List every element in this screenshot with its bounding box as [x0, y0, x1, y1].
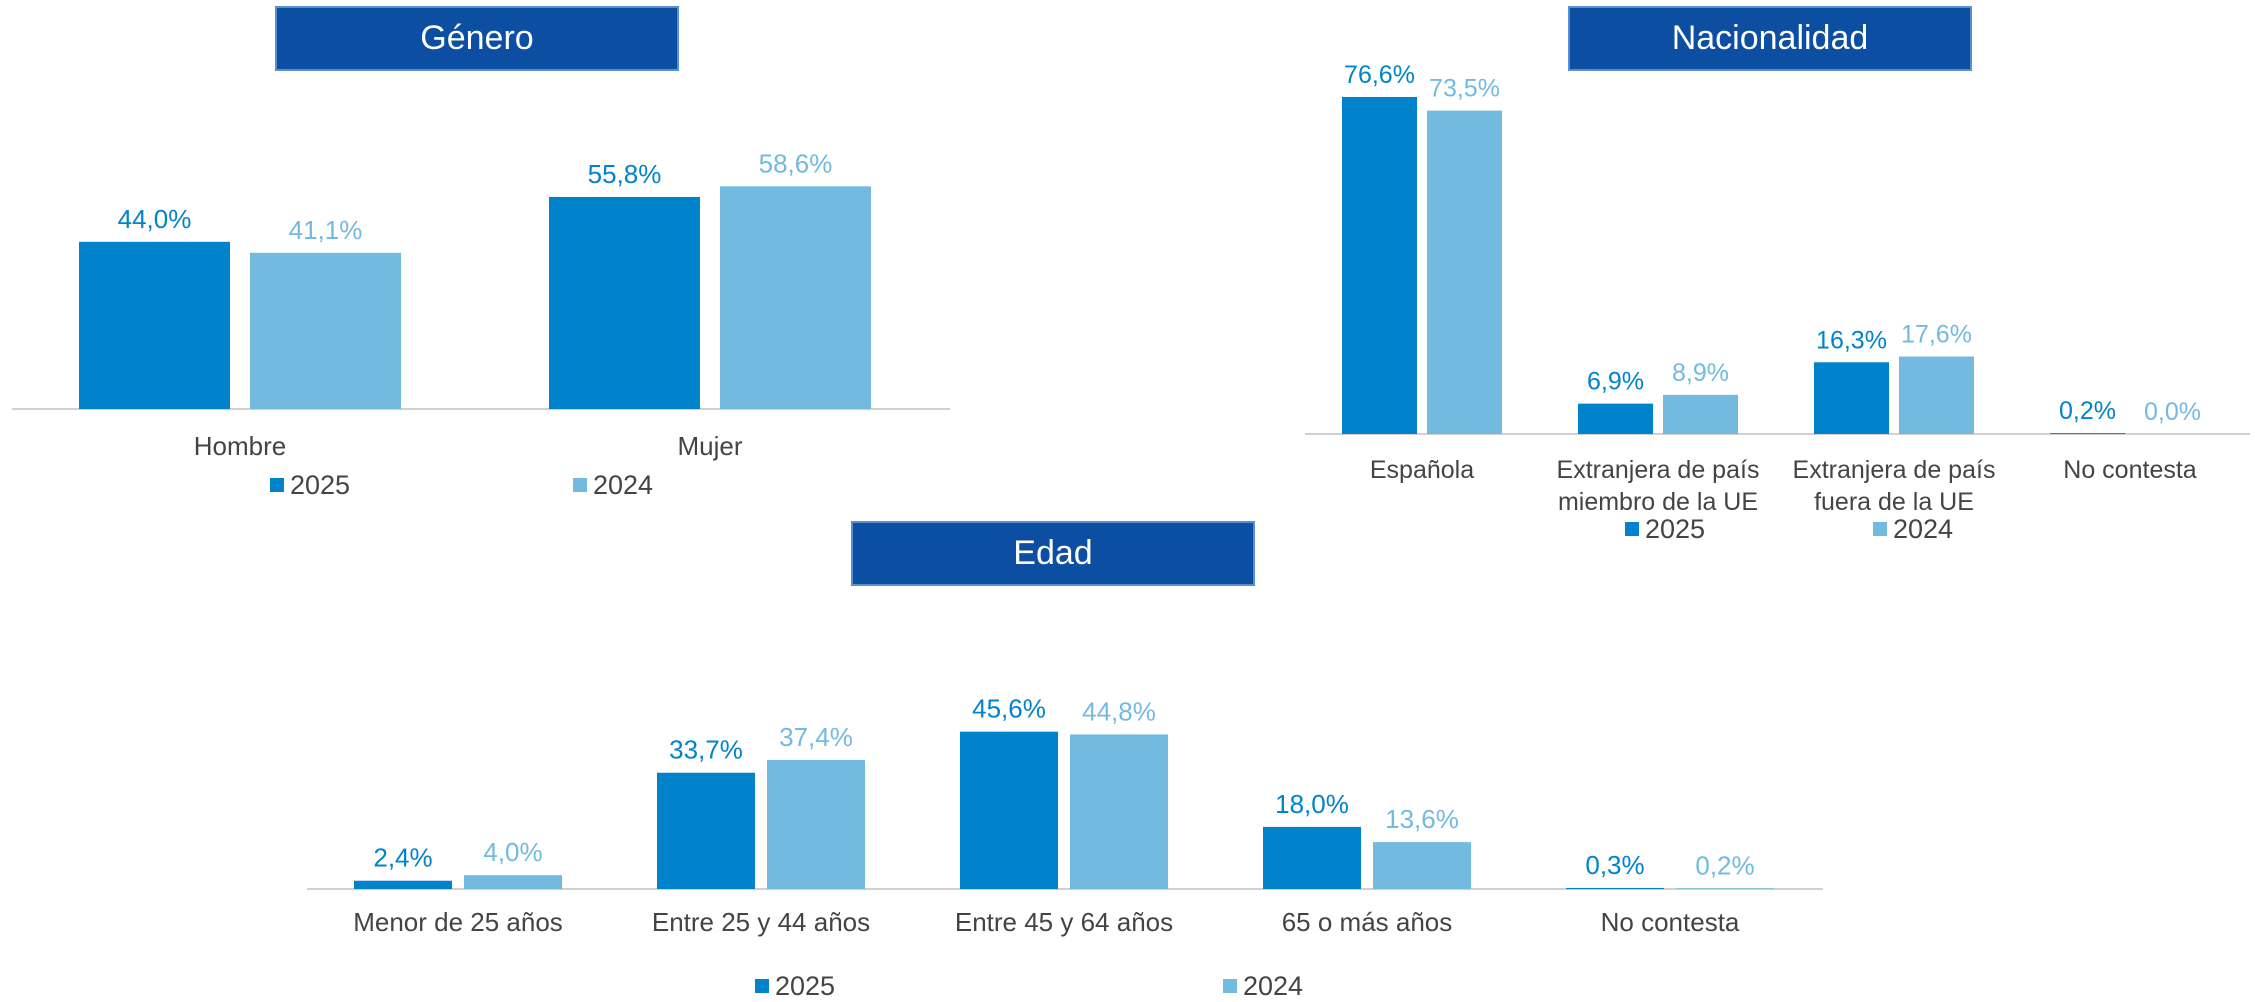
bar-2024 — [1070, 734, 1168, 889]
data-label-2025: 2,4% — [373, 843, 432, 873]
category-label: Extranjera de país — [1793, 456, 1996, 484]
data-label-2025: 45,6% — [972, 694, 1046, 724]
bar-2024 — [1373, 842, 1471, 889]
data-label-2024: 73,5% — [1429, 75, 1500, 103]
data-label-2025: 6,9% — [1587, 368, 1644, 396]
bar-2025 — [79, 241, 230, 409]
legend-label-2024: 2024 — [593, 469, 654, 500]
bar-2024 — [1676, 888, 1774, 889]
legend-item-2024: 2024 — [1873, 514, 1953, 545]
plot-nacionalidad: 76,6% 73,5% Española 6,9% 8,9% Extranjera de … — [1305, 61, 2250, 516]
legend-item-2025: 2025 — [1625, 514, 1705, 545]
data-label-2025: 76,6% — [1344, 61, 1415, 89]
data-label-2024: 4,0% — [483, 837, 542, 867]
data-label-2024: 0,2% — [1695, 850, 1754, 880]
legend-swatch-2024 — [1873, 522, 1887, 536]
data-label-2025: 16,3% — [1816, 326, 1887, 354]
category-label: Entre 45 y 64 años — [955, 907, 1173, 937]
bar-2025 — [1342, 96, 1417, 435]
bar-2025 — [2050, 433, 2125, 434]
legend-swatch-2025 — [755, 979, 769, 993]
legend-swatch-2024 — [573, 478, 587, 492]
bar-2024 — [464, 875, 562, 889]
legend-label-2025: 2025 — [290, 469, 351, 500]
category-label: No contesta — [1601, 907, 1740, 937]
category-label: Española — [1370, 456, 1474, 484]
data-label-2025: 44,0% — [118, 204, 192, 234]
chart-genero: Género 44,0% 41,1% Hombre 55,8% 58,6% Mujer 2… — [0, 0, 960, 500]
data-label-2024: 13,6% — [1385, 804, 1459, 834]
category-label: 65 o más años — [1282, 907, 1453, 937]
bar-2025 — [960, 731, 1058, 889]
legend-item-2024: 2024 — [573, 470, 653, 501]
legend-item-2024: 2024 — [1223, 971, 1303, 1002]
category-label: miembro de la UE — [1558, 488, 1758, 516]
data-label-2024: 17,6% — [1901, 321, 1972, 349]
bar-2024 — [767, 759, 865, 889]
bar-2025 — [1578, 403, 1653, 434]
legend-item-2025: 2025 — [755, 971, 835, 1002]
data-label-2025: 0,2% — [2059, 397, 2116, 425]
legend-item-2025: 2025 — [270, 470, 350, 501]
data-label-2025: 55,8% — [588, 159, 662, 189]
legend-label-2025: 2025 — [1645, 513, 1706, 544]
legend-swatch-2025 — [1625, 522, 1639, 536]
chart-title-genero: Género — [275, 6, 679, 71]
plot-genero: 44,0% 41,1% Hombre 55,8% 58,6% Mujer — [12, 148, 950, 461]
bar-2025 — [549, 196, 700, 409]
data-label-2025: 0,3% — [1585, 850, 1644, 880]
chart-edad: Edad 2,4% 4,0% Menor de 25 años 33,7% 37,4% E… — [0, 515, 1840, 1001]
bar-2024 — [250, 252, 401, 409]
bar-2025 — [1814, 362, 1889, 434]
chart-title-nacionalidad: Nacionalidad — [1568, 6, 1972, 71]
legend-swatch-2025 — [270, 478, 284, 492]
category-label: Extranjera de país — [1557, 456, 1760, 484]
legend-genero: 2025 2024 — [0, 468, 960, 502]
category-label: fuera de la UE — [1814, 488, 1974, 516]
bar-2024 — [1899, 356, 1974, 434]
data-label-2024: 0,0% — [2144, 398, 2201, 426]
bar-2024 — [720, 186, 871, 409]
category-label: Hombre — [194, 431, 286, 461]
category-label: Mujer — [677, 431, 742, 461]
plot-edad: 2,4% 4,0% Menor de 25 años 33,7% 37,4% Entre … — [307, 694, 1823, 937]
category-label: No contesta — [2063, 456, 2197, 484]
category-label: Entre 25 y 44 años — [652, 907, 870, 937]
bar-2025 — [657, 772, 755, 889]
legend-label-2025: 2025 — [775, 970, 836, 1001]
data-label-2025: 33,7% — [669, 735, 743, 765]
legend-nacionalidad: 2025 2024 — [1300, 512, 2255, 546]
data-label-2025: 18,0% — [1275, 789, 1349, 819]
chart-title-edad: Edad — [851, 521, 1255, 586]
legend-label-2024: 2024 — [1243, 970, 1304, 1001]
bar-2025 — [354, 880, 452, 889]
data-label-2024: 41,1% — [289, 215, 363, 245]
category-label: Menor de 25 años — [353, 907, 563, 937]
legend-edad: 2025 2024 — [0, 971, 1840, 1001]
data-label-2024: 8,9% — [1672, 359, 1729, 387]
data-label-2024: 44,8% — [1082, 696, 1156, 726]
bar-2024 — [1427, 110, 1502, 434]
bar-2025 — [1566, 887, 1664, 889]
legend-label-2024: 2024 — [1893, 513, 1954, 544]
data-label-2024: 37,4% — [779, 722, 853, 752]
data-label-2024: 58,6% — [759, 148, 833, 178]
chart-nacionalidad: Nacionalidad 76,6% 73,5% Española 6,9% 8,9% E… — [1300, 0, 2255, 545]
bar-2024 — [1663, 394, 1738, 434]
legend-swatch-2024 — [1223, 979, 1237, 993]
bar-2025 — [1263, 826, 1361, 889]
